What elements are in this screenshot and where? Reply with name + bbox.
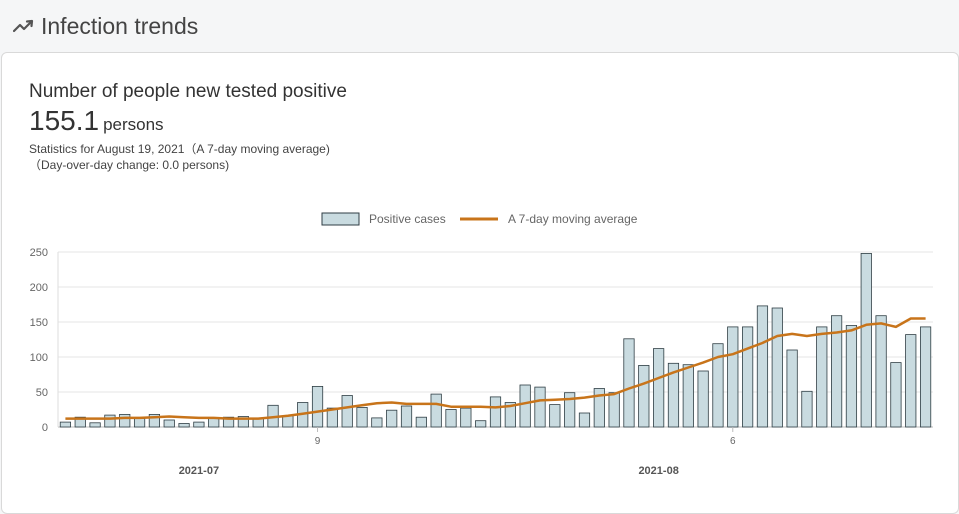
bar xyxy=(163,419,175,428)
bar xyxy=(653,348,665,428)
headline-value: 155.1 persons xyxy=(29,105,164,137)
bar xyxy=(549,404,561,428)
bar xyxy=(311,385,324,428)
legend-bar-swatch xyxy=(321,212,360,226)
bar xyxy=(697,370,709,428)
value-number: 155.1 xyxy=(29,105,100,136)
value-unit: persons xyxy=(103,115,164,134)
bar xyxy=(608,392,620,428)
bar xyxy=(727,326,739,428)
bar xyxy=(386,409,398,428)
bar xyxy=(400,405,413,428)
bar xyxy=(341,395,353,428)
bar xyxy=(208,418,220,428)
bar xyxy=(282,415,294,428)
y-tick-label: 200 xyxy=(30,282,48,294)
bar xyxy=(534,386,546,428)
bar xyxy=(148,413,160,428)
bar xyxy=(193,421,205,428)
bar xyxy=(667,362,680,428)
infection-card: Number of people new tested positive 155… xyxy=(1,52,959,514)
x-tick-label: 9 xyxy=(315,436,321,447)
bar xyxy=(489,396,502,428)
trend-line-icon xyxy=(13,19,34,33)
bar xyxy=(890,362,902,428)
bar xyxy=(430,393,442,428)
bar xyxy=(578,412,591,428)
bar xyxy=(415,416,427,428)
bar xyxy=(712,343,724,428)
bar xyxy=(593,388,605,428)
bar xyxy=(860,252,872,428)
x-month-label: 2021-08 xyxy=(638,465,678,477)
y-tick-label: 150 xyxy=(30,317,48,329)
x-tick-label: 6 xyxy=(730,436,736,447)
bar xyxy=(919,326,932,428)
section-header: Infection trends xyxy=(0,0,959,52)
bar xyxy=(831,315,843,428)
bar xyxy=(460,407,472,428)
bar xyxy=(816,326,828,428)
y-tick-label: 250 xyxy=(30,247,48,259)
bar xyxy=(845,325,858,428)
bar xyxy=(638,364,650,428)
bar xyxy=(475,420,487,428)
bar xyxy=(59,421,72,428)
stats-text: Statistics for August 19, 2021（A 7-day m… xyxy=(29,141,330,173)
y-tick-label: 50 xyxy=(36,387,48,399)
bar xyxy=(104,414,116,428)
bar xyxy=(74,416,86,428)
bar xyxy=(89,422,101,428)
legend-label: Positive cases xyxy=(369,212,446,226)
bar xyxy=(237,416,249,428)
bar xyxy=(326,407,338,428)
bar xyxy=(623,338,635,428)
bar xyxy=(445,409,457,428)
legend-label: A 7-day moving average xyxy=(508,212,638,226)
bar xyxy=(786,349,798,428)
bar xyxy=(801,390,813,428)
stats-date-line: Statistics for August 19, 2021（A 7-day m… xyxy=(29,142,330,156)
bar xyxy=(133,418,146,428)
stats-change-line: （Day-over-day change: 0.0 persons) xyxy=(29,158,230,172)
card-title: Number of people new tested positive xyxy=(29,81,347,102)
bar xyxy=(771,307,783,428)
bar xyxy=(119,413,131,428)
bar xyxy=(682,364,694,428)
bar xyxy=(905,334,917,428)
bar xyxy=(252,418,264,428)
bar xyxy=(519,384,531,428)
bar xyxy=(222,416,235,428)
y-tick-label: 0 xyxy=(42,422,48,434)
y-tick-label: 100 xyxy=(30,352,48,364)
infection-chart: 0 50 100 150 200 250 9 6 2021-07 2021-08 Positive … xyxy=(30,212,933,477)
bar xyxy=(875,315,887,428)
bar xyxy=(742,326,754,428)
bar xyxy=(371,417,383,428)
section-title: Infection trends xyxy=(41,12,199,39)
moving-average-line xyxy=(65,317,926,420)
x-month-label: 2021-07 xyxy=(179,465,219,477)
bar xyxy=(178,423,190,428)
bar xyxy=(564,392,576,428)
bar xyxy=(356,406,368,428)
bar xyxy=(504,402,516,428)
bar xyxy=(756,305,769,428)
